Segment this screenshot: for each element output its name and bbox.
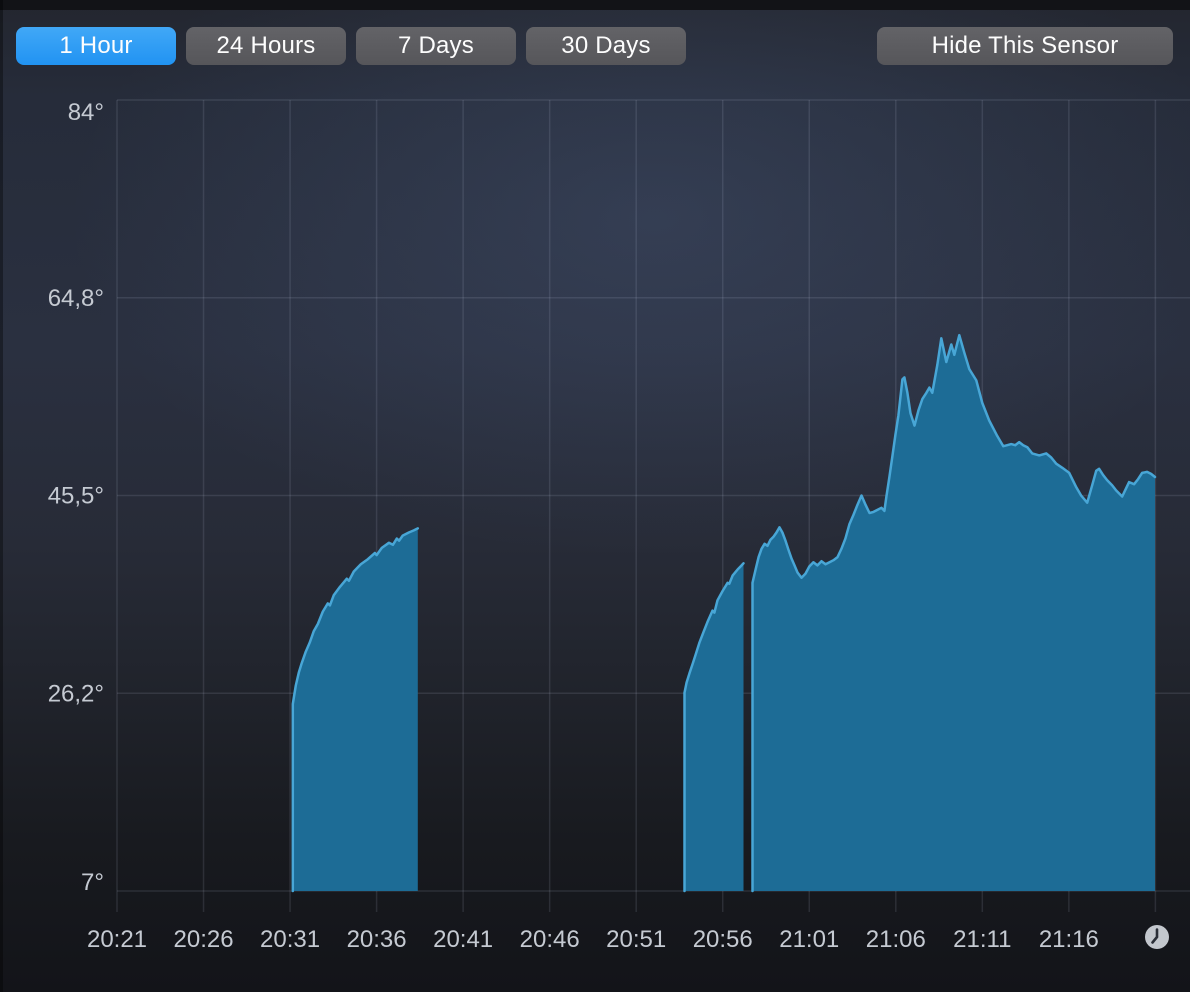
clock-icon[interactable] — [1145, 925, 1169, 949]
area-segment-1 — [292, 528, 418, 891]
line-segment-2 — [683, 562, 745, 893]
x-tick-label: 21:11 — [953, 926, 1011, 953]
range-button-24-hours[interactable]: 24 Hours — [186, 27, 346, 65]
hide-this-sensor-button[interactable]: Hide This Sensor — [877, 27, 1173, 65]
x-tick-label: 20:36 — [347, 926, 407, 953]
x-tick-label: 20:31 — [260, 926, 320, 953]
x-tick-label: 20:51 — [606, 926, 666, 953]
y-tick-label: 7° — [81, 869, 104, 896]
y-tick-label: 26,2° — [48, 680, 104, 707]
range-button-30-days[interactable]: 30 Days — [526, 27, 686, 65]
x-tick-label: 20:41 — [433, 926, 493, 953]
x-tick-label: 21:06 — [866, 926, 926, 953]
line-segment-1 — [291, 527, 420, 893]
y-tick-label: 64,8° — [48, 285, 104, 312]
clock-icon-hands — [1151, 928, 1159, 944]
y-tick-label: 45,5° — [48, 483, 104, 510]
x-tick-label: 21:01 — [779, 926, 839, 953]
range-button-7-days[interactable]: 7 Days — [356, 27, 516, 65]
range-button-1-hour[interactable]: 1 Hour — [16, 27, 176, 65]
x-tick-label: 20:46 — [520, 926, 580, 953]
x-tick-label: 20:21 — [87, 926, 147, 953]
y-tick-label: 84° — [68, 99, 104, 126]
window-top-edge — [0, 0, 1190, 10]
window-left-edge — [0, 0, 3, 992]
area-segment-3 — [752, 335, 1155, 891]
line-segment-3 — [751, 333, 1157, 893]
x-tick-label: 20:56 — [693, 926, 753, 953]
x-tick-label: 20:26 — [174, 926, 234, 953]
x-tick-label: 21:16 — [1039, 926, 1099, 953]
